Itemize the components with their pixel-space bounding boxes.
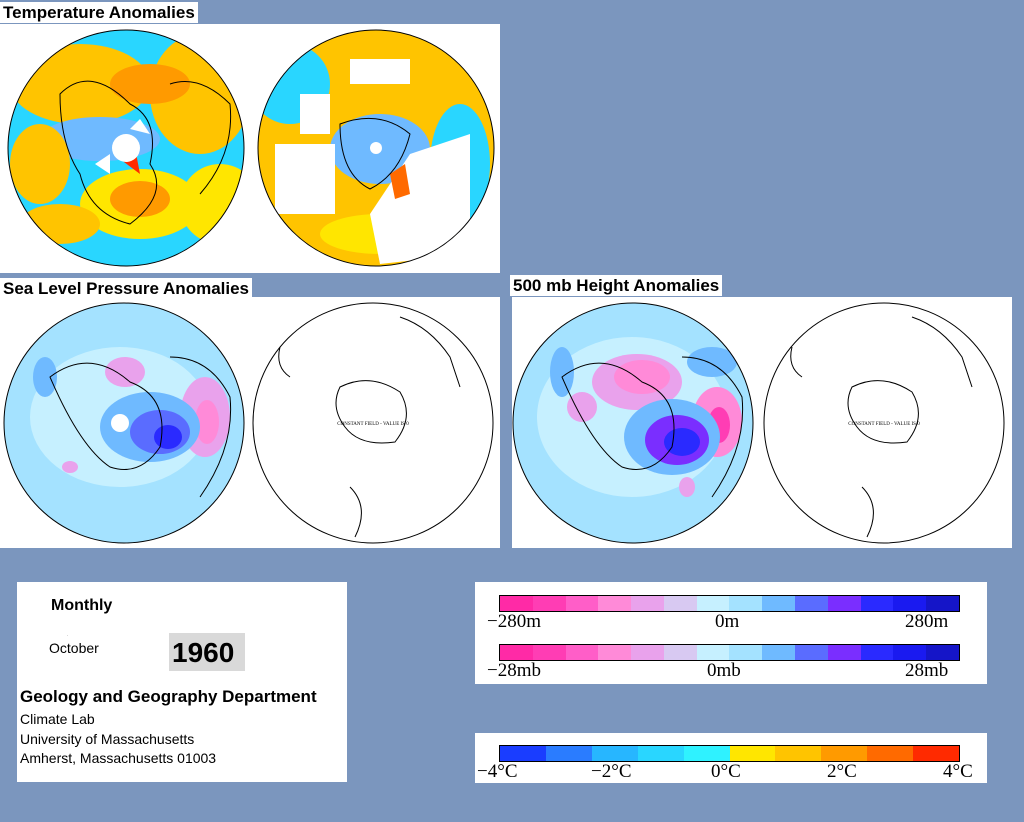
pressure-color-segment <box>532 645 566 660</box>
height-north-map <box>513 303 753 543</box>
temperature-title: Temperature Anomalies <box>0 2 198 23</box>
month-label: October <box>49 640 99 656</box>
pressure-color-segment <box>631 645 664 660</box>
height-color-bar <box>499 595 960 612</box>
slp-north-map <box>4 303 244 543</box>
height-color-segment <box>762 596 796 611</box>
pressure-color-segment <box>795 645 828 660</box>
slp-constant-field-label: CONSTANT FIELD - VALUE IS 0 <box>337 422 409 427</box>
height-color-segment <box>565 596 599 611</box>
temperature-color-segment <box>545 746 592 761</box>
height-color-segment <box>598 596 632 611</box>
temp-legend-tick-3: 0°C <box>711 761 741 782</box>
pressure-color-bar <box>499 644 960 661</box>
pressure-color-segment <box>762 645 796 660</box>
temperature-south-map <box>258 30 494 266</box>
pressure-legend-max: 28mb <box>905 660 949 681</box>
height-maps: CONSTANT FIELD - VALUE IS 0 <box>512 302 1005 544</box>
pressure-color-segment <box>663 645 697 660</box>
address-label: Amherst, Massachusetts 01003 <box>20 750 217 766</box>
temperature-color-segment <box>821 746 868 761</box>
temp-legend-tick-5: 4°C <box>943 761 973 782</box>
temperature-color-segment <box>913 746 960 761</box>
dot-mark: . <box>67 632 69 637</box>
pressure-legend-min: −28mb <box>487 660 541 681</box>
height-maps-panel: CONSTANT FIELD - VALUE IS 0 <box>512 297 1012 548</box>
temperature-color-segment <box>637 746 684 761</box>
height-color-segment <box>795 596 828 611</box>
pressure-color-segment <box>893 645 927 660</box>
pressure-legend-mid: 0mb <box>707 660 741 681</box>
pressure-color-segment <box>598 645 632 660</box>
height-color-segment <box>532 596 566 611</box>
height-south-map: CONSTANT FIELD - VALUE IS 0 <box>763 302 1005 544</box>
slp-maps: CONSTANT FIELD - VALUE IS 0 <box>3 302 494 544</box>
slp-title: Sea Level Pressure Anomalies <box>0 278 253 299</box>
temp-legend-tick-2: −2°C <box>591 761 632 782</box>
temperature-north-map <box>8 30 244 266</box>
pressure-color-segment <box>860 645 894 660</box>
height-title: 500 mb Height Anomalies <box>510 275 723 296</box>
temp-legend-tick-4: 2°C <box>827 761 857 782</box>
temperature-color-segment <box>867 746 914 761</box>
pressure-color-segment <box>926 645 959 660</box>
height-color-segment <box>860 596 894 611</box>
slp-south-map: CONSTANT FIELD - VALUE IS 0 <box>252 302 494 544</box>
height-color-segment <box>500 596 533 611</box>
height-color-segment <box>696 596 730 611</box>
pressure-color-segment <box>729 645 763 660</box>
height-color-segment <box>631 596 664 611</box>
height-legend-max: 280m <box>905 611 949 632</box>
temperature-color-segment <box>683 746 730 761</box>
pressure-color-segment <box>696 645 730 660</box>
slp-maps-panel: CONSTANT FIELD - VALUE IS 0 <box>0 297 500 548</box>
height-color-segment <box>827 596 861 611</box>
height-color-segment <box>729 596 763 611</box>
temperature-color-segment <box>729 746 776 761</box>
university-label: University of Massachusetts <box>20 731 195 747</box>
height-color-segment <box>926 596 959 611</box>
height-constant-field-label: CONSTANT FIELD - VALUE IS 0 <box>848 422 920 427</box>
temperature-maps-panel <box>0 24 500 273</box>
pressure-color-segment <box>565 645 599 660</box>
height-color-segment <box>893 596 927 611</box>
period-label: Monthly <box>51 597 113 614</box>
temp-legend-tick-1: −4°C <box>477 761 518 782</box>
temperature-color-segment <box>775 746 822 761</box>
height-legend-min: −280m <box>487 611 541 632</box>
anomaly-legend: −280m 0m 280m −28mb 0mb 28mb <box>475 582 987 684</box>
temperature-legend: −4°C −2°C 0°C 2°C 4°C <box>475 733 987 783</box>
temperature-maps <box>7 29 495 267</box>
pressure-color-segment <box>500 645 533 660</box>
department-label: Geology and Geography Department <box>20 687 317 706</box>
height-color-segment <box>663 596 697 611</box>
height-legend-mid: 0m <box>715 611 740 632</box>
lab-label: Climate Lab <box>20 711 95 727</box>
temperature-color-bar <box>499 745 960 762</box>
year-label: 1960 <box>172 637 235 668</box>
info-box: Monthly . October 1960 Geology and Geogr… <box>17 582 347 782</box>
temperature-color-segment <box>500 746 546 761</box>
year-box: 1960 <box>169 633 245 671</box>
temperature-color-segment <box>591 746 638 761</box>
pressure-color-segment <box>827 645 861 660</box>
